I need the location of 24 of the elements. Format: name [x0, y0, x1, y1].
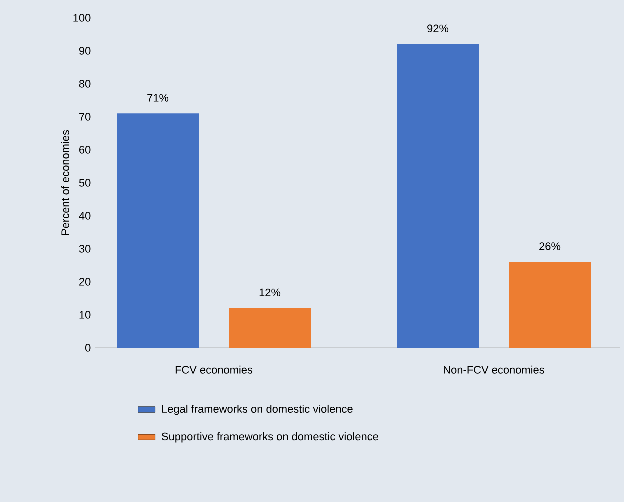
data-label: 26% [540, 242, 561, 250]
data-label: 12% [260, 288, 281, 297]
data-label: 71% [148, 94, 169, 102]
legend-label: Supportive frameworks on domestic violence [162, 432, 378, 443]
bar [397, 44, 480, 348]
bar [509, 262, 592, 348]
x-tick-label: Non-FCV economies [444, 366, 544, 374]
y-tick-label: 90 [79, 47, 91, 55]
x-tick-label: FCV economies [176, 366, 253, 374]
y-tick-label: 0 [85, 344, 91, 352]
y-tick-label: 30 [79, 245, 91, 253]
y-tick-label: 70 [80, 113, 91, 121]
y-axis-title: Percent of economies [61, 130, 70, 236]
y-tick-label: 20 [80, 278, 91, 286]
legend-label: Legal frameworks on domestic violence [162, 404, 353, 416]
y-tick-label: 60 [80, 146, 91, 154]
y-tick-label: 40 [79, 212, 91, 220]
y-tick-label: 80 [79, 80, 91, 88]
bar [229, 308, 312, 348]
data-label: 92% [428, 24, 449, 33]
bar [117, 114, 200, 348]
y-tick-label: 100 [74, 14, 91, 22]
y-tick-label: 10 [80, 311, 91, 319]
y-tick-label: 50 [79, 179, 91, 187]
